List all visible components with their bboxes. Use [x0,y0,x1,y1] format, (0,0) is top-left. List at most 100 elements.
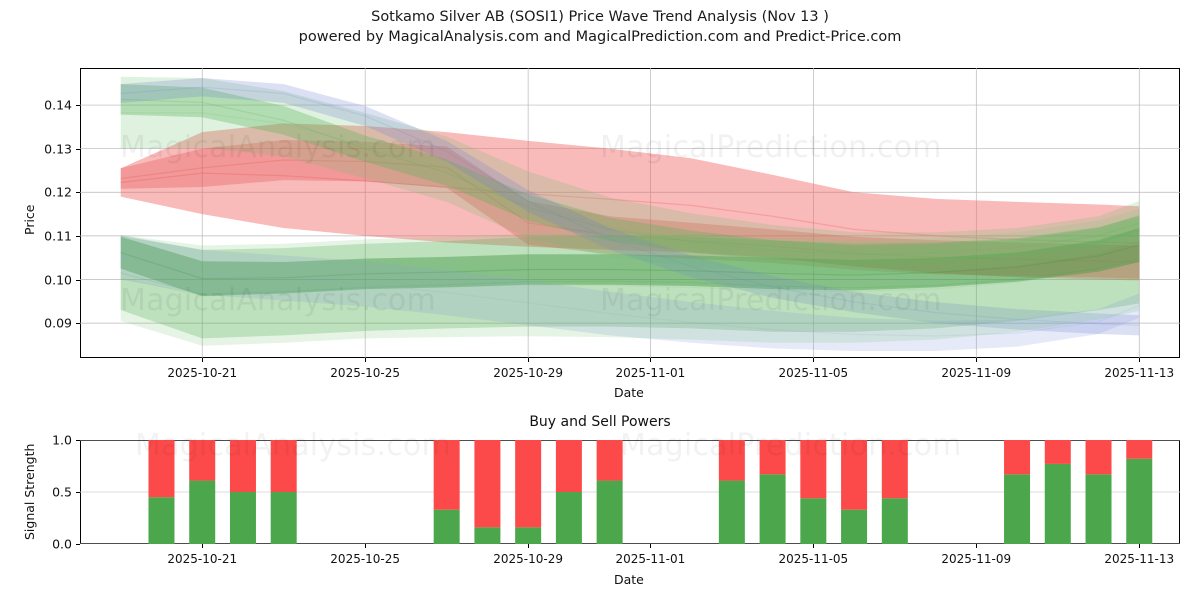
tick-mark [365,358,367,362]
signal-bar [270,440,297,544]
tick-mark [528,358,530,362]
sell-power-segment [474,440,501,528]
price-y-tick-label: 0.14 [44,97,72,113]
sell-power-segment [881,440,908,499]
buy-power-segment [474,527,501,544]
signal-chart-title: Buy and Sell Powers [529,414,671,430]
price-x-axis-title: Date [614,385,644,400]
price-y-tick-label: 0.09 [44,315,72,331]
buy-power-segment [1085,474,1112,544]
price-wave-plot [80,68,1180,358]
wave-band [120,235,1140,352]
sell-power-segment [759,440,786,475]
signal-bar [555,440,582,544]
buy-power-segment [841,509,868,544]
price-axes-frame [80,68,1180,358]
tick-mark [202,358,204,362]
signal-bar [433,440,460,544]
tick-mark [76,544,80,545]
sell-power-segment [229,440,256,492]
price-y-tick-label: 0.12 [44,184,72,200]
tick-mark [650,544,652,548]
sell-power-segment [433,440,460,510]
signal-x-tick-label: 2025-11-13 [1104,552,1175,566]
signal-bar [515,440,542,544]
buy-power-segment [718,480,745,544]
buy-power-segment [555,492,582,544]
buy-power-segment [189,480,216,544]
sell-power-segment [148,440,175,498]
buy-power-segment [1044,463,1071,544]
wave-band [120,76,1140,275]
sell-power-segment [1126,440,1153,459]
tick-mark [528,544,530,548]
sell-power-segment [718,440,745,481]
price-y-tick-label: 0.13 [44,141,72,157]
tick-mark [202,544,204,548]
price-x-tick-label: 2025-10-29 [493,366,564,380]
tick-mark [76,440,80,441]
sell-power-segment [1044,440,1071,464]
signal-x-axis-title: Date [614,572,644,587]
buy-power-segment [1126,458,1153,544]
buy-power-segment [596,480,623,544]
page-title: Sotkamo Silver AB (SOSI1) Price Wave Tre… [371,9,829,25]
price-x-tick-label: 2025-11-13 [1104,366,1175,380]
sell-power-segment [189,440,216,481]
price-x-tick-label: 2025-10-21 [167,366,238,380]
buy-power-segment [881,498,908,544]
signal-bar [1044,440,1071,544]
tick-mark [976,358,978,362]
chart-title-block: Sotkamo Silver AB (SOSI1) Price Wave Tre… [0,8,1200,47]
sell-power-segment [515,440,542,528]
signal-bar [881,440,908,544]
tick-mark [76,323,80,325]
buy-power-segment [515,527,542,544]
signal-x-tick-label: 2025-11-01 [615,552,686,566]
buy-power-segment [759,474,786,544]
signal-y-tick-label: 0.0 [52,536,72,552]
sell-power-segment [1085,440,1112,475]
sell-power-segment [841,440,868,510]
signal-bar [474,440,501,544]
signal-bar [1085,440,1112,544]
signal-bar [841,440,868,544]
wave-band [120,208,1140,346]
price-x-tick-label: 2025-11-01 [615,366,686,380]
tick-mark [813,358,815,362]
signal-chart-panel: MagicalAnalysis.comMagicalPrediction.com… [52,428,1180,566]
tick-mark [76,279,80,281]
signal-y-tick-label: 0.5 [52,484,72,500]
signal-bar [596,440,623,544]
tick-mark [1139,358,1141,362]
signal-x-tick-label: 2025-11-09 [941,552,1012,566]
price-y-axis-title: Price [22,204,37,236]
tick-mark [813,544,815,548]
buy-power-segment [270,492,297,544]
buy-power-segment [1004,474,1031,544]
signal-bar [229,440,256,544]
tick-mark [976,544,978,548]
wave-band [120,123,1140,281]
price-y-tick-label: 0.10 [44,272,72,287]
tick-mark [76,105,80,107]
page-subtitle: powered by MagicalAnalysis.com and Magic… [298,28,902,45]
buy-power-segment [148,497,175,544]
tick-mark [76,192,80,194]
signal-bar [1004,440,1031,544]
sell-power-segment [800,440,827,499]
signal-x-tick-label: 2025-10-25 [330,552,401,566]
sell-power-segment [1004,440,1031,475]
signal-y-axis-title: Signal Strength [22,443,37,540]
buy-power-segment [229,492,256,544]
sell-power-segment [555,440,582,492]
price-x-tick-label: 2025-11-09 [941,366,1012,380]
buy-sell-powers-plot [80,440,1180,544]
signal-bar [1126,440,1153,544]
tick-mark [650,358,652,362]
buy-power-segment [800,498,827,544]
signal-bar [759,440,786,544]
price-x-tick-label: 2025-10-25 [330,366,401,380]
signal-bar [800,440,827,544]
wave-band [120,228,1140,297]
